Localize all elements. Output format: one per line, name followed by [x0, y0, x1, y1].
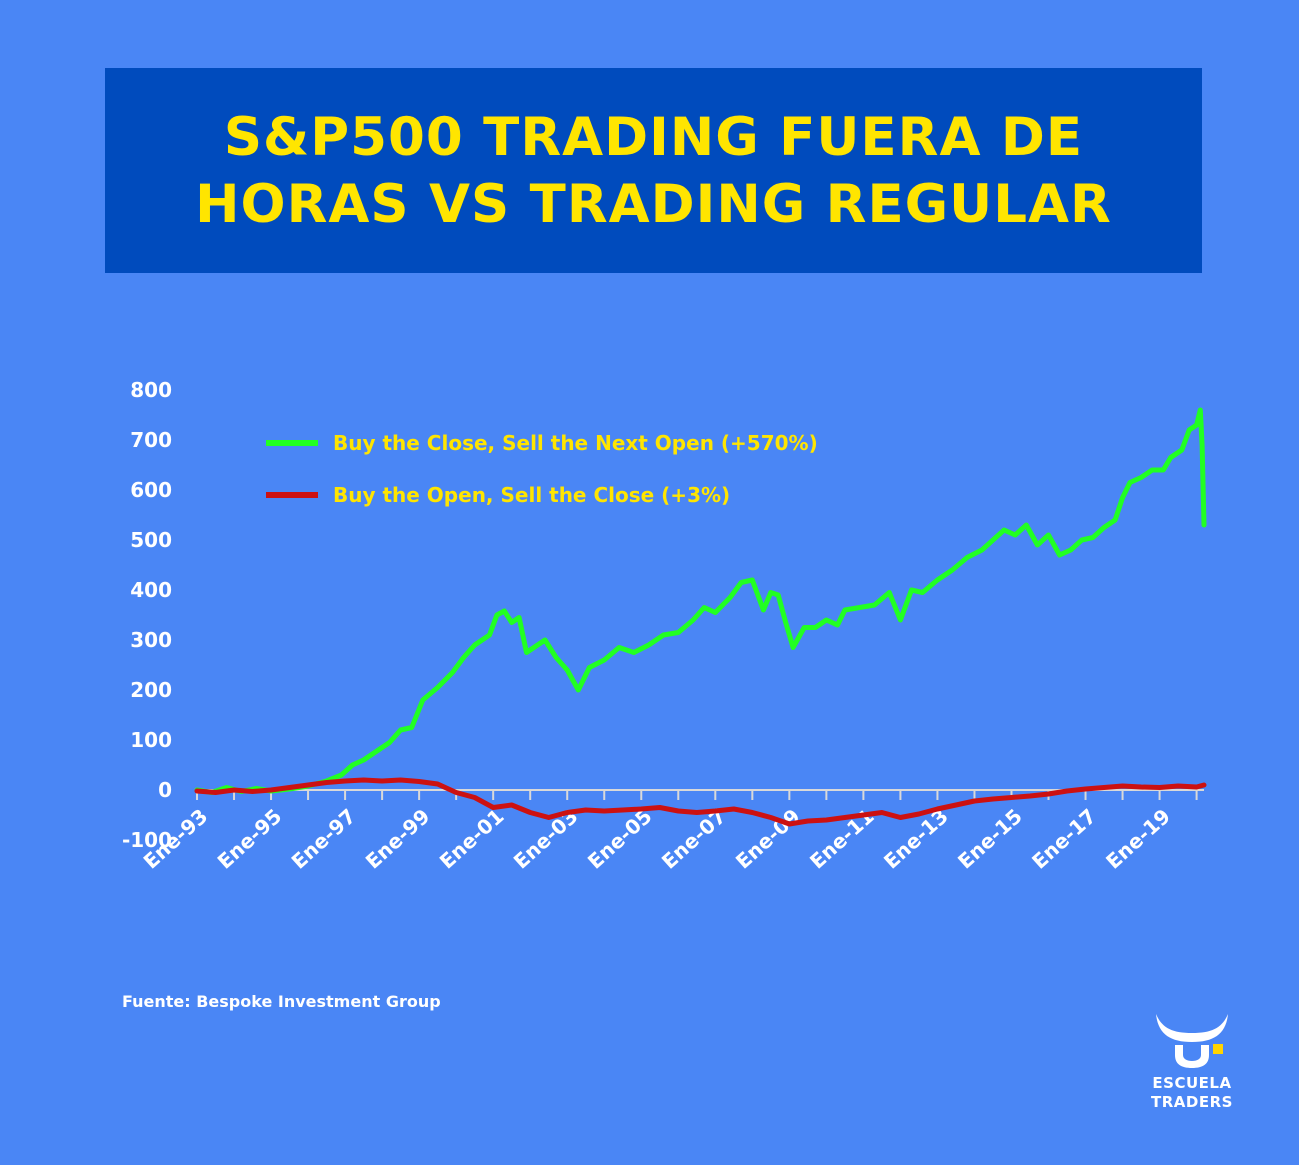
y-tick-label: 300	[130, 628, 172, 652]
title-line-1: S&P500 TRADING FUERA DE	[223, 106, 1084, 168]
x-tick-label: Ene-01	[435, 804, 509, 874]
y-tick-label: 200	[130, 678, 172, 702]
legend-label: Buy the Open, Sell the Close (+3%)	[333, 483, 730, 507]
x-tick-label: Ene-95	[213, 804, 287, 874]
title-line-2: HORAS VS TRADING REGULAR	[195, 173, 1112, 235]
logo-line-2: TRADERS	[1151, 1093, 1233, 1111]
series-line-red	[194, 777, 1207, 827]
x-tick-label: Ene-17	[1027, 804, 1101, 874]
x-tick-label: Ene-15	[953, 804, 1027, 874]
title-banner: S&P500 TRADING FUERA DE HORAS VS TRADING…	[105, 68, 1202, 273]
source-note: Fuente: Bespoke Investment Group	[122, 992, 441, 1011]
y-tick-label: 400	[130, 578, 172, 602]
legend-label: Buy the Close, Sell the Next Open (+570%…	[333, 431, 818, 455]
x-tick-label: Ene-05	[583, 804, 657, 874]
y-tick-label: 0	[158, 778, 172, 802]
y-tick-label: 700	[130, 428, 172, 452]
series-line-green	[194, 407, 1207, 795]
x-tick-label: Ene-19	[1101, 804, 1175, 874]
escuela-traders-logo: ESCUELA TRADERS	[1140, 1008, 1244, 1112]
y-tick-label: -100	[122, 828, 172, 852]
y-tick-label: 500	[130, 528, 172, 552]
logo-line-1: ESCUELA	[1152, 1074, 1232, 1092]
y-tick-label: 600	[130, 478, 172, 502]
y-tick-label: 800	[130, 378, 172, 402]
x-tick-label: Ene-99	[361, 804, 435, 874]
x-tick-label: Ene-97	[287, 804, 361, 874]
bull-logo-icon	[1156, 1014, 1228, 1068]
y-tick-label: 100	[130, 728, 172, 752]
